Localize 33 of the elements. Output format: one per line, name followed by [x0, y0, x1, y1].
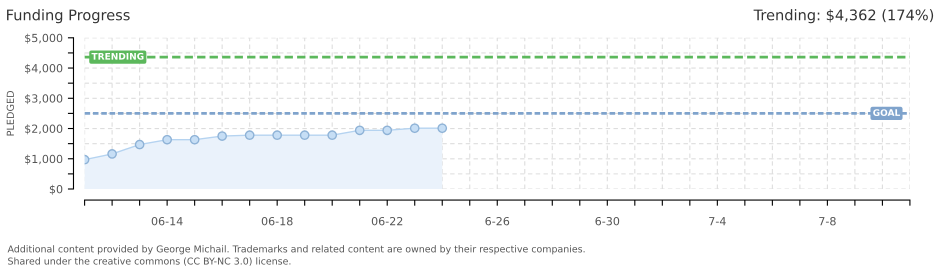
point	[162, 134, 172, 145]
point	[190, 134, 200, 145]
point	[272, 130, 282, 140]
point	[437, 123, 448, 134]
x-tick-label: 7-4	[709, 217, 726, 226]
x-tick-label: 06-18	[262, 216, 293, 226]
ref-line-label: TRENDING	[92, 52, 144, 60]
x-tick-label: 06-14	[152, 216, 183, 226]
point	[244, 130, 255, 140]
point	[107, 149, 117, 159]
y-tick-label: $4,000	[25, 64, 62, 74]
text: Shared under the creative commons (CC BY-NC 3.0) license.	[8, 257, 290, 266]
point	[327, 130, 338, 140]
y-tick-label: $5,000	[25, 34, 62, 44]
y-tick-label: $2,000	[25, 124, 62, 134]
point	[300, 130, 310, 140]
point	[354, 125, 365, 136]
chart-title: Funding Progress	[7, 9, 130, 24]
text: Trending: $4,362 (174%)	[754, 9, 934, 24]
y-tick-label: $0	[50, 184, 62, 195]
text: Additional content provided by George Michail. Trademarks and related content are owned by their respective companies.	[8, 245, 585, 254]
y-tick-label: $3,000	[25, 94, 62, 104]
ref-line-label: GOAL	[873, 109, 900, 116]
y-tick-label: $1,000	[25, 154, 62, 165]
x-tick-label: 06-22	[372, 216, 402, 226]
point	[217, 131, 228, 141]
y-axis-title: PLEDGED	[6, 90, 14, 136]
x-tick-label: 6-30	[595, 216, 620, 226]
point	[134, 140, 144, 150]
point	[410, 123, 420, 134]
x-tick-label: 7-8	[819, 216, 836, 226]
x-tick-label: 6-26	[485, 216, 510, 226]
point	[382, 125, 392, 136]
